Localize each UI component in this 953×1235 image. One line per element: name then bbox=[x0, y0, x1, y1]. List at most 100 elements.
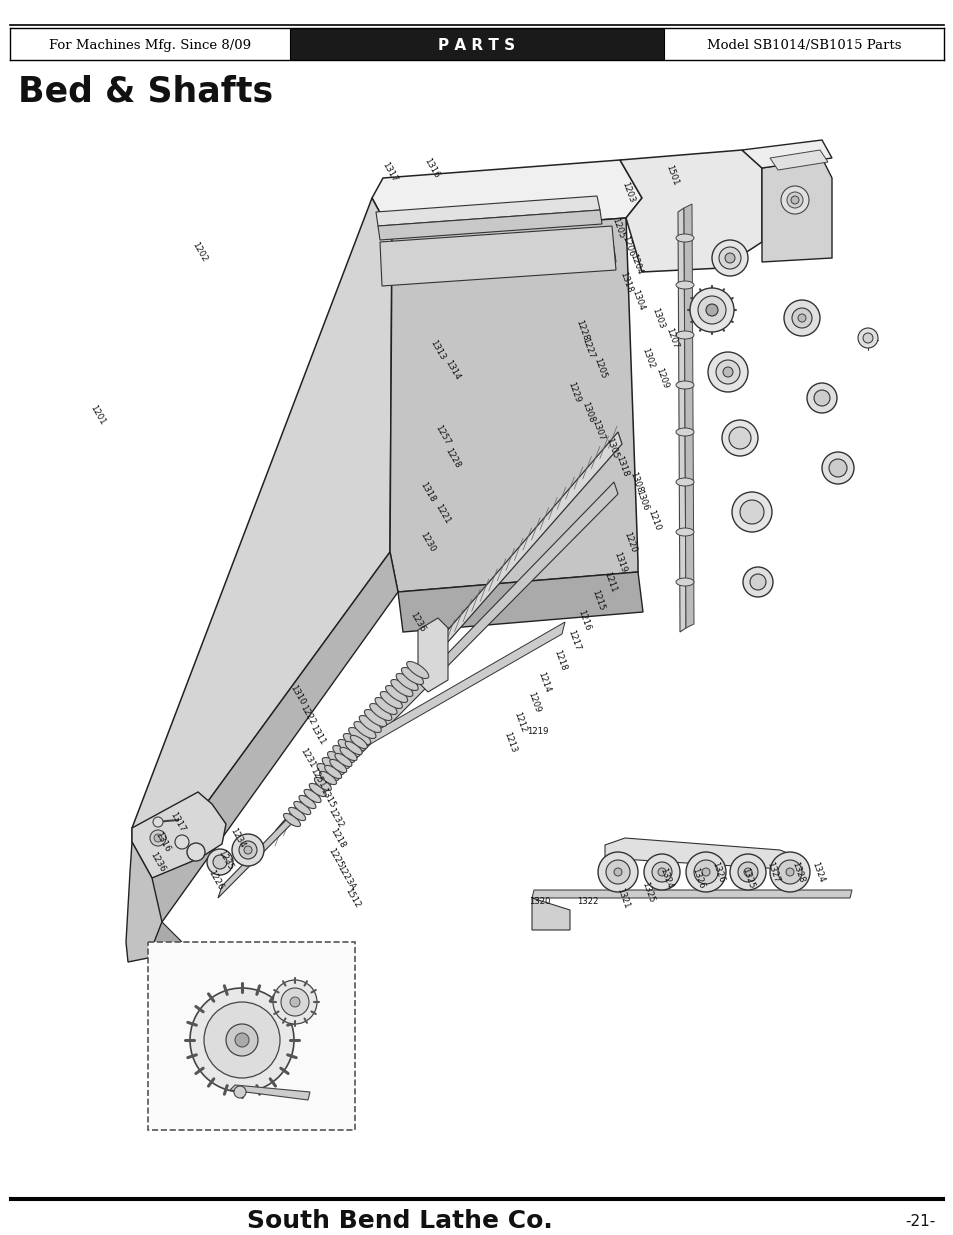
Polygon shape bbox=[230, 1086, 310, 1100]
Ellipse shape bbox=[395, 673, 417, 690]
Ellipse shape bbox=[391, 679, 413, 697]
Circle shape bbox=[698, 296, 725, 324]
Text: 1307: 1307 bbox=[590, 419, 605, 442]
Polygon shape bbox=[532, 898, 569, 930]
Text: 1302: 1302 bbox=[639, 346, 656, 369]
Circle shape bbox=[742, 567, 772, 597]
Text: 1317: 1317 bbox=[380, 161, 399, 184]
Polygon shape bbox=[417, 618, 448, 692]
Text: 1229: 1229 bbox=[565, 380, 581, 404]
Circle shape bbox=[705, 304, 718, 316]
Ellipse shape bbox=[322, 757, 344, 774]
Ellipse shape bbox=[289, 808, 305, 820]
Ellipse shape bbox=[350, 735, 367, 748]
Text: 1324: 1324 bbox=[658, 867, 673, 889]
Circle shape bbox=[781, 186, 808, 214]
Text: 1303: 1303 bbox=[649, 306, 665, 330]
Circle shape bbox=[244, 846, 252, 853]
Circle shape bbox=[738, 862, 758, 882]
Circle shape bbox=[239, 841, 256, 860]
Circle shape bbox=[790, 196, 799, 204]
Circle shape bbox=[605, 860, 629, 884]
Polygon shape bbox=[372, 161, 641, 235]
Text: 1227: 1227 bbox=[579, 336, 596, 359]
Circle shape bbox=[273, 981, 316, 1024]
Text: 1328: 1328 bbox=[789, 861, 805, 884]
Circle shape bbox=[226, 1024, 257, 1056]
Bar bbox=[290, 28, 663, 61]
Bar bbox=[10, 28, 290, 61]
Ellipse shape bbox=[348, 727, 371, 745]
Polygon shape bbox=[761, 158, 831, 262]
Text: 1318: 1318 bbox=[418, 480, 436, 504]
Ellipse shape bbox=[304, 789, 321, 803]
Text: South Bend Lathe Co.: South Bend Lathe Co. bbox=[247, 1209, 553, 1233]
Text: 1304: 1304 bbox=[629, 288, 645, 311]
Circle shape bbox=[778, 860, 801, 884]
Text: 1228: 1228 bbox=[574, 319, 589, 342]
Text: 1326: 1326 bbox=[709, 861, 725, 883]
Circle shape bbox=[701, 868, 709, 876]
Text: 1210: 1210 bbox=[645, 509, 661, 531]
Circle shape bbox=[187, 844, 205, 861]
Circle shape bbox=[643, 853, 679, 890]
Polygon shape bbox=[375, 196, 599, 226]
Ellipse shape bbox=[370, 704, 392, 720]
Polygon shape bbox=[678, 207, 685, 632]
Text: -21-: -21- bbox=[904, 1214, 934, 1229]
Ellipse shape bbox=[676, 331, 693, 338]
Text: 1308: 1308 bbox=[579, 400, 596, 424]
Circle shape bbox=[693, 860, 718, 884]
Text: 1226: 1226 bbox=[207, 868, 225, 892]
Text: 1320: 1320 bbox=[529, 898, 550, 906]
Text: 1230: 1230 bbox=[418, 531, 436, 553]
Text: 1317: 1317 bbox=[169, 810, 187, 834]
Text: 1234: 1234 bbox=[229, 826, 247, 850]
Ellipse shape bbox=[339, 747, 356, 761]
Ellipse shape bbox=[359, 715, 381, 732]
Polygon shape bbox=[126, 842, 162, 962]
Text: 1512: 1512 bbox=[343, 887, 362, 909]
Polygon shape bbox=[619, 149, 761, 272]
Circle shape bbox=[743, 868, 751, 876]
Text: 1306: 1306 bbox=[634, 488, 649, 511]
Ellipse shape bbox=[676, 578, 693, 585]
Circle shape bbox=[233, 1086, 246, 1098]
Circle shape bbox=[731, 492, 771, 532]
Text: For Machines Mfg. Since 8/09: For Machines Mfg. Since 8/09 bbox=[49, 38, 251, 52]
Circle shape bbox=[722, 367, 732, 377]
Ellipse shape bbox=[401, 667, 423, 684]
Text: 1207: 1207 bbox=[663, 326, 679, 350]
Text: 1315: 1315 bbox=[318, 787, 337, 810]
Circle shape bbox=[813, 390, 829, 406]
Text: 1314: 1314 bbox=[443, 358, 462, 382]
Circle shape bbox=[174, 835, 189, 848]
Circle shape bbox=[721, 420, 758, 456]
Circle shape bbox=[190, 988, 294, 1092]
Circle shape bbox=[769, 852, 809, 892]
Circle shape bbox=[281, 988, 309, 1016]
Ellipse shape bbox=[375, 698, 396, 715]
Text: 1220: 1220 bbox=[621, 530, 638, 553]
Text: 1218: 1218 bbox=[329, 826, 347, 850]
Text: 1305: 1305 bbox=[603, 436, 619, 459]
Ellipse shape bbox=[333, 746, 355, 762]
Ellipse shape bbox=[283, 814, 300, 826]
Circle shape bbox=[290, 997, 299, 1007]
Polygon shape bbox=[390, 248, 616, 278]
Ellipse shape bbox=[345, 741, 362, 755]
Circle shape bbox=[821, 452, 853, 484]
Circle shape bbox=[719, 247, 740, 269]
Text: 1213: 1213 bbox=[501, 730, 517, 753]
Ellipse shape bbox=[335, 753, 352, 767]
Ellipse shape bbox=[316, 763, 338, 781]
Ellipse shape bbox=[298, 795, 315, 809]
Ellipse shape bbox=[294, 802, 311, 815]
Polygon shape bbox=[148, 942, 355, 1130]
Circle shape bbox=[207, 848, 233, 876]
Text: 1222: 1222 bbox=[298, 704, 317, 726]
Ellipse shape bbox=[676, 429, 693, 436]
Ellipse shape bbox=[354, 721, 375, 739]
Text: 1310: 1310 bbox=[289, 683, 307, 706]
Ellipse shape bbox=[380, 692, 402, 709]
